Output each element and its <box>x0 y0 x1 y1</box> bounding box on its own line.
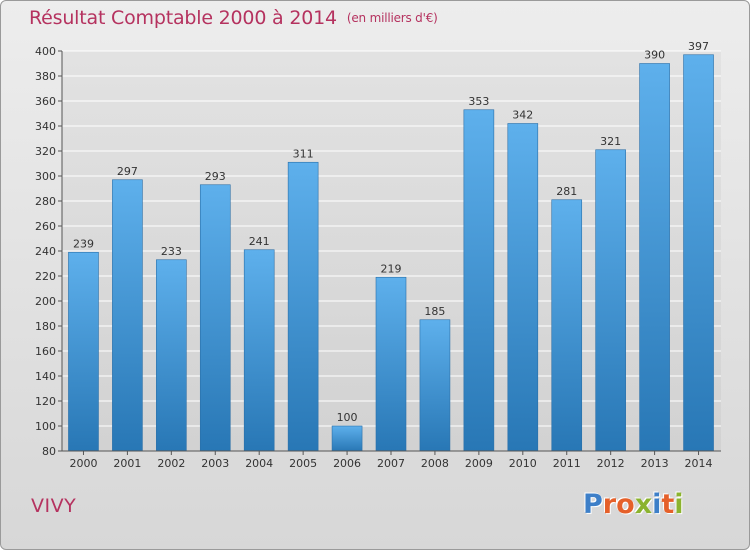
y-tick-label: 300 <box>35 170 56 183</box>
x-tick-label-2010: 2010 <box>509 457 537 470</box>
y-tick-label: 140 <box>35 370 56 383</box>
logo-letter: i <box>652 489 662 520</box>
y-tick-label: 360 <box>35 95 56 108</box>
data-label-2000: 239 <box>73 237 94 250</box>
y-tick-label: 160 <box>35 345 56 358</box>
data-label-2007: 219 <box>381 262 402 275</box>
logo-letter: r <box>602 489 617 520</box>
bars <box>68 54 714 452</box>
y-tick-label: 320 <box>35 145 56 158</box>
x-axis: 2000 2001 2002 2003 2004 2005 2006 2007 2008 2009… <box>62 450 721 470</box>
y-tick-label: 220 <box>35 270 56 283</box>
logo-letter: P <box>583 489 603 520</box>
y-tick-label: 80 <box>42 445 56 458</box>
y-tick-label: 380 <box>35 70 56 83</box>
bar-2012 <box>595 149 626 452</box>
x-tick-label-2005: 2005 <box>289 457 317 470</box>
bar-2000 <box>68 251 99 452</box>
logo-letter: x <box>634 489 653 520</box>
bar-2013 <box>639 63 670 452</box>
data-label-2004: 241 <box>249 235 270 248</box>
y-tick-label: 100 <box>35 420 56 433</box>
y-tick-label: 260 <box>35 220 56 233</box>
y-axis: 80 100 120 140 160 180 200 220 240 260 280 300 320 34… <box>35 45 63 458</box>
proxiti-logo[interactable]: Proxiti <box>583 489 684 520</box>
data-labels: 239 297 233 293 241 311 100 219 185 353 342 281 321 3… <box>73 40 709 424</box>
y-tick-label: 240 <box>35 245 56 258</box>
x-tick-label-2001: 2001 <box>113 457 141 470</box>
logo-letter: o <box>616 489 635 520</box>
data-label-2014: 397 <box>688 40 709 53</box>
x-tick-label-2008: 2008 <box>421 457 449 470</box>
x-tick-label-2002: 2002 <box>157 457 185 470</box>
logo-letter: t <box>661 489 675 520</box>
x-tick-label-2009: 2009 <box>465 457 493 470</box>
bar-2007 <box>375 276 407 452</box>
x-tick-label-2004: 2004 <box>245 457 273 470</box>
bar-2005 <box>287 161 319 452</box>
bar-2006 <box>331 425 363 452</box>
data-label-2011: 281 <box>556 185 577 198</box>
chart-title: Résultat Comptable 2000 à 2014 (en millie… <box>29 7 438 29</box>
x-tick-label-2011: 2011 <box>553 457 581 470</box>
y-tick-label: 400 <box>35 45 56 58</box>
y-tick-label: 120 <box>35 395 56 408</box>
chart-subtitle: (en milliers d'€) <box>346 11 438 25</box>
bar-2002 <box>156 259 187 452</box>
bar-2001 <box>112 179 143 452</box>
bar-2004 <box>243 249 275 452</box>
y-tick-label: 180 <box>35 320 56 333</box>
data-label-2012: 321 <box>600 135 621 148</box>
chart-title-text: Résultat Comptable 2000 à 2014 <box>29 7 337 29</box>
data-label-2005: 311 <box>293 147 314 160</box>
bar-2011 <box>551 199 583 452</box>
logo-letter: i <box>674 489 684 520</box>
bar-2010 <box>507 123 539 452</box>
y-tick-label: 280 <box>35 195 56 208</box>
data-label-2002: 233 <box>161 245 182 258</box>
bar-2009 <box>463 109 495 452</box>
x-tick-label-2013: 2013 <box>641 457 669 470</box>
data-label-2001: 297 <box>117 165 138 178</box>
y-tick-label: 340 <box>35 120 56 133</box>
x-tick-label-2000: 2000 <box>69 457 97 470</box>
x-tick-label-2007: 2007 <box>377 457 405 470</box>
x-tick-label-2006: 2006 <box>333 457 361 470</box>
data-label-2013: 390 <box>644 49 665 62</box>
data-label-2009: 353 <box>468 95 489 108</box>
x-tick-label-2012: 2012 <box>597 457 625 470</box>
x-tick-label-2003: 2003 <box>201 457 229 470</box>
x-tick-label-2014: 2014 <box>685 457 713 470</box>
bar-2014 <box>683 54 714 452</box>
town-name: VIVY <box>31 495 77 517</box>
data-label-2008: 185 <box>424 305 445 318</box>
data-label-2003: 293 <box>205 170 226 183</box>
y-tick-label: 200 <box>35 295 56 308</box>
data-label-2010: 342 <box>512 109 533 122</box>
bar-2003 <box>199 184 231 452</box>
bar-2008 <box>419 319 451 452</box>
data-label-2006: 100 <box>337 411 358 424</box>
